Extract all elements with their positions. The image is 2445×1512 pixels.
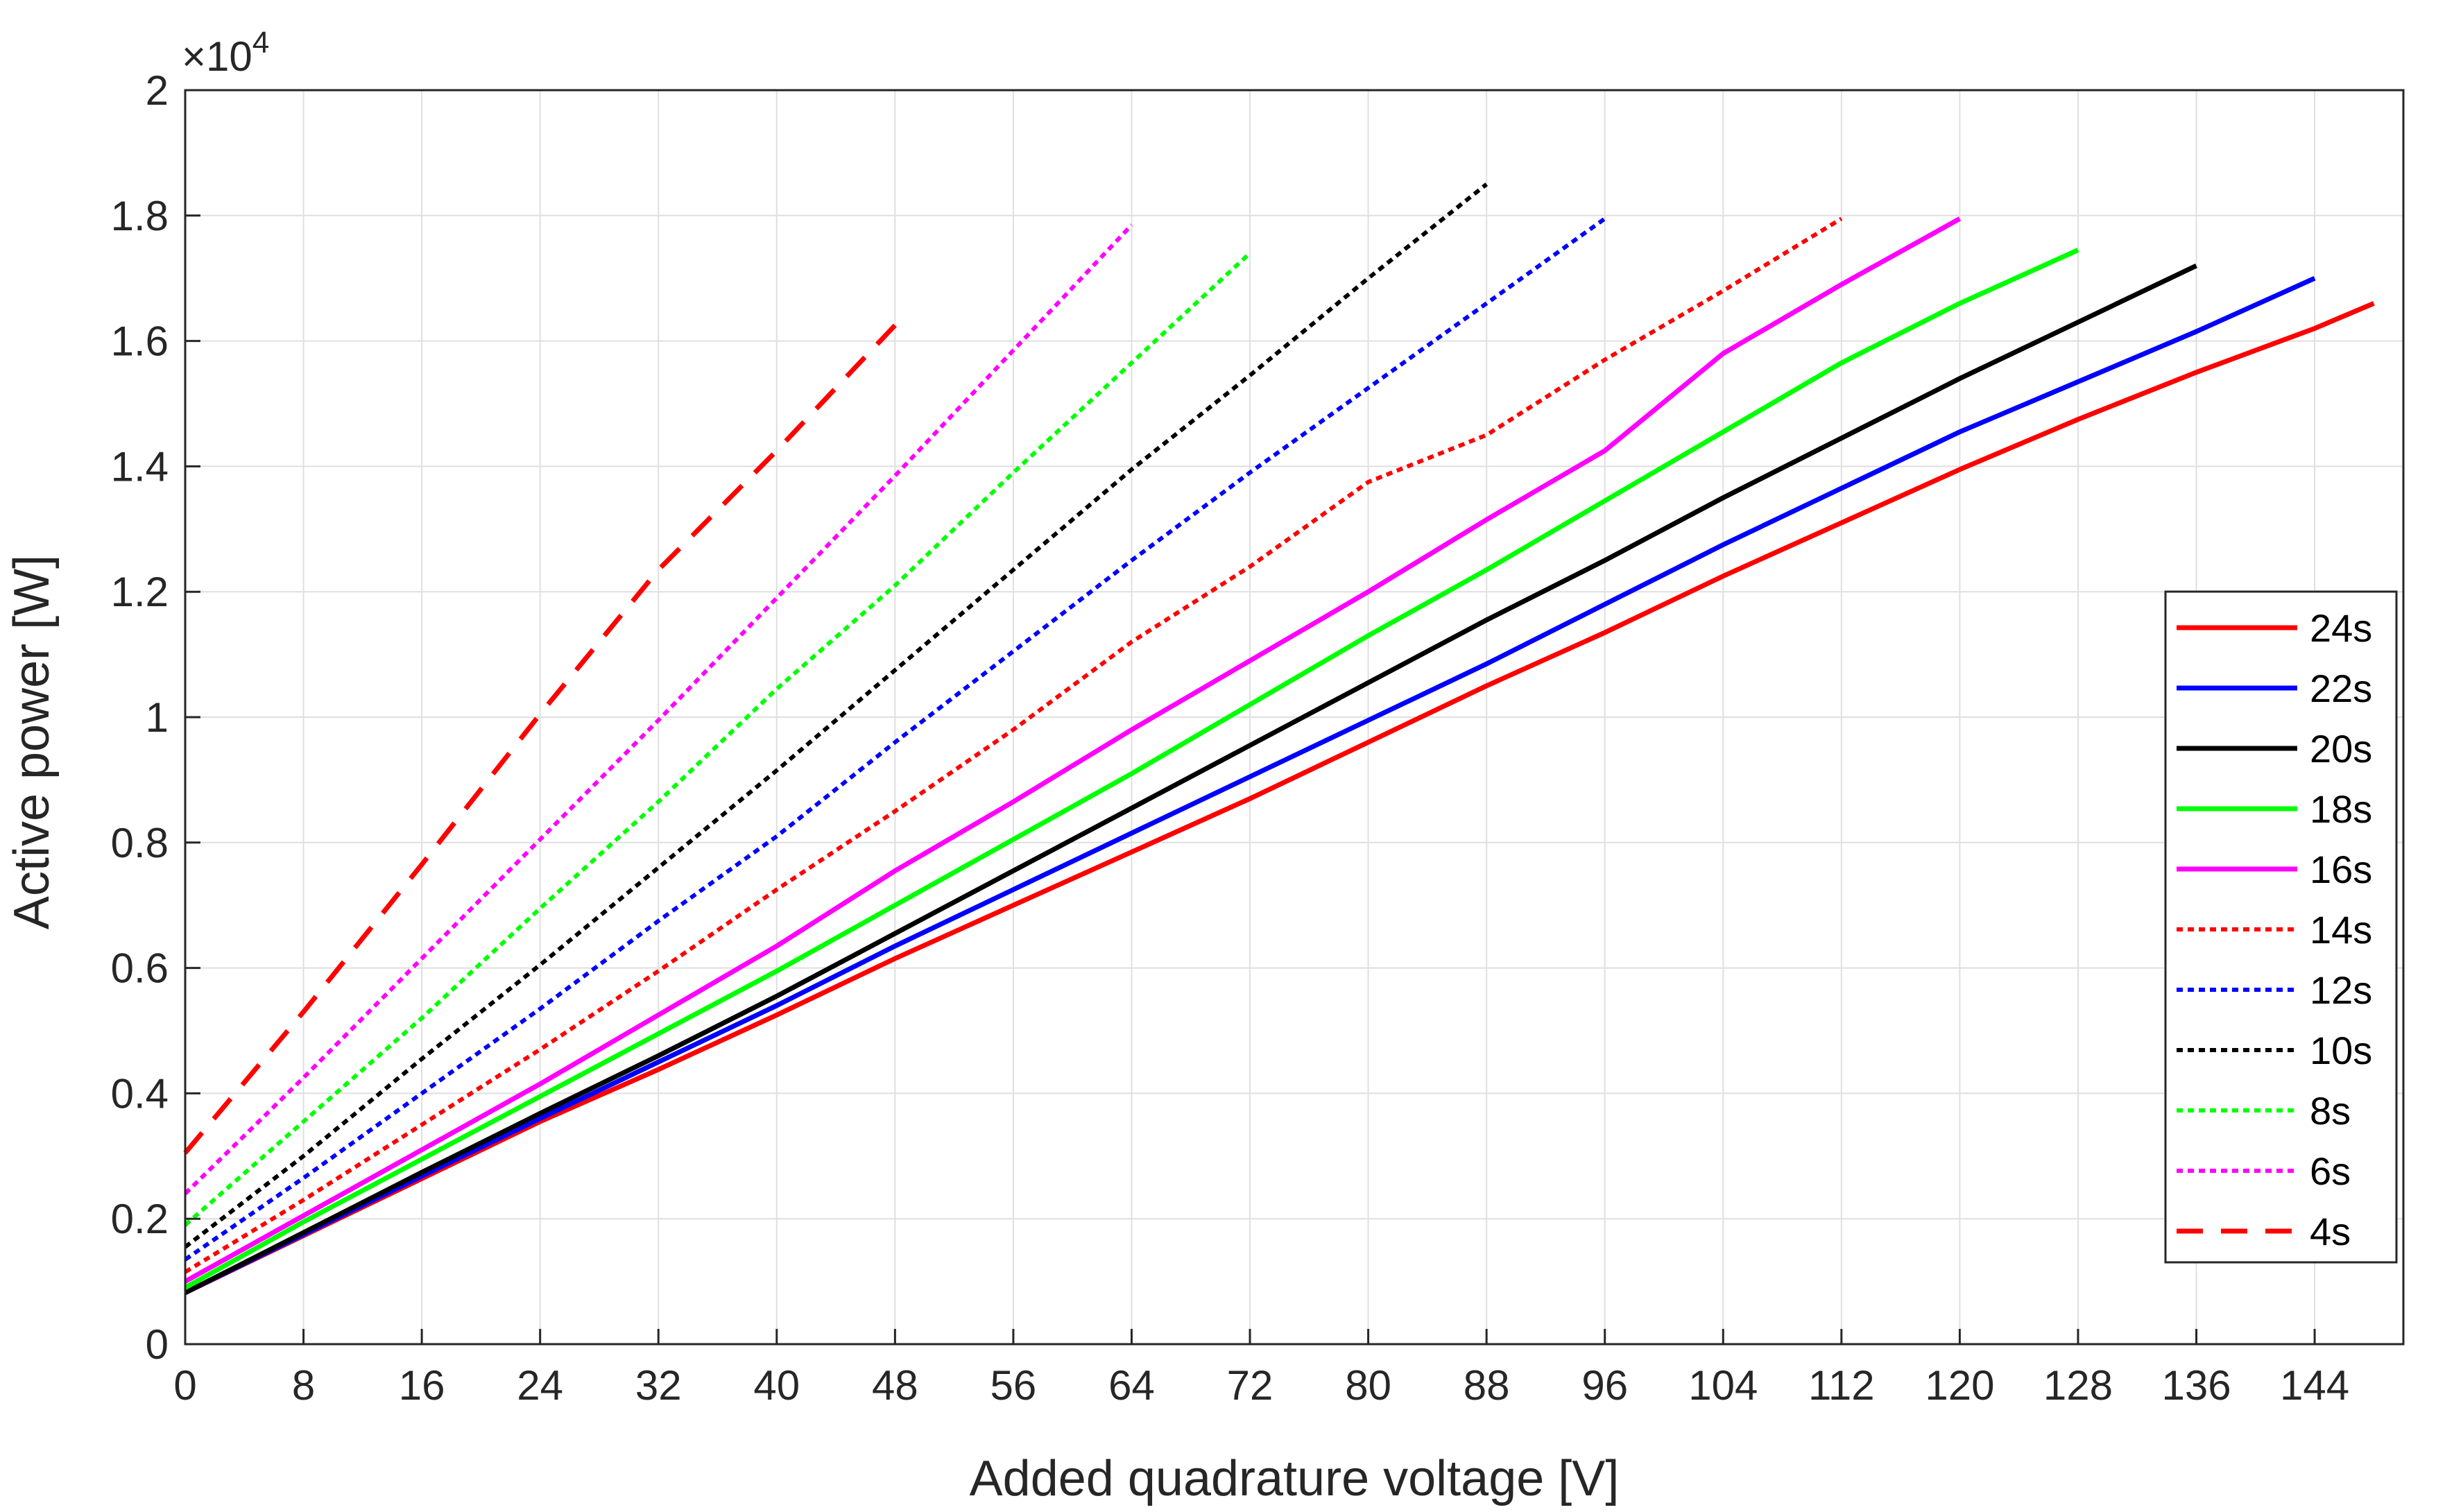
y-tick-label: 1.6 xyxy=(111,318,169,365)
x-tick-label: 80 xyxy=(1345,1362,1391,1409)
x-tick-label: 16 xyxy=(399,1362,445,1409)
series-line-6s xyxy=(183,223,1133,1196)
series-line-14s xyxy=(184,216,1843,1274)
x-tick-label: 72 xyxy=(1227,1362,1273,1409)
legend-label: 22s xyxy=(2310,667,2372,710)
legend-label: 12s xyxy=(2310,968,2372,1012)
series-line-10s xyxy=(184,182,1489,1249)
legend-box xyxy=(2164,590,2398,1264)
y-tick-label: 1.2 xyxy=(111,569,169,615)
legend-label: 24s xyxy=(2310,606,2372,650)
x-tick-label: 40 xyxy=(753,1362,800,1409)
series-line-8s xyxy=(184,251,1252,1227)
series-line-12s xyxy=(184,216,1606,1262)
x-tick-label: 136 xyxy=(2161,1362,2231,1409)
y-tick-label: 0 xyxy=(146,1321,169,1368)
y-tick-label: 1.4 xyxy=(111,443,169,490)
series-line-20s xyxy=(184,263,2198,1296)
series-lines xyxy=(183,182,2375,1296)
x-tick-label: 104 xyxy=(1688,1362,1758,1409)
y-axis-title: Active power [W] xyxy=(4,555,60,929)
series-line-18s xyxy=(184,248,2079,1290)
y-tick-label: 0.2 xyxy=(111,1196,169,1242)
legend-label: 18s xyxy=(2310,787,2372,831)
x-tick-label: 0 xyxy=(173,1362,196,1409)
x-tick-label: 112 xyxy=(1808,1362,1875,1409)
y-exponent-label: ×10 xyxy=(182,33,252,80)
x-tick-label: 144 xyxy=(2280,1362,2349,1409)
x-tick-label: 120 xyxy=(1925,1362,1994,1409)
y-tick-label: 0.6 xyxy=(111,945,169,992)
x-tick-label: 24 xyxy=(517,1362,563,1409)
y-tick-label: 1 xyxy=(146,694,169,741)
legend-label: 10s xyxy=(2310,1029,2372,1072)
series-line-4s xyxy=(183,323,897,1155)
x-tick-label: 64 xyxy=(1108,1362,1155,1409)
y-tick-label: 2 xyxy=(146,67,169,114)
x-tick-label: 56 xyxy=(990,1362,1037,1409)
legend-label: 8s xyxy=(2310,1089,2351,1133)
series-line-22s xyxy=(184,276,2316,1296)
y-tick-label: 1.8 xyxy=(111,193,169,239)
legend-label: 6s xyxy=(2310,1149,2351,1193)
x-tick-label: 96 xyxy=(1581,1362,1628,1409)
y-exponent-power: 4 xyxy=(252,26,269,60)
x-tick-label: 88 xyxy=(1464,1362,1510,1409)
y-tick-label: 0.8 xyxy=(111,820,169,866)
ticks: 0 8 16 24 32 40 48 56 64 72 80 88 96 104 112 120 128 136 1… xyxy=(111,67,2350,1409)
x-tick-label: 48 xyxy=(872,1362,918,1409)
legend-label: 16s xyxy=(2310,848,2372,891)
legend-label: 14s xyxy=(2310,908,2372,952)
series-line-24s xyxy=(184,301,2375,1296)
x-tick-label: 8 xyxy=(292,1362,315,1409)
legend: 24s 22s 20s 18s 16s 14s 12s 10s 8s 6s 4s xyxy=(2164,590,2398,1264)
x-tick-label: 32 xyxy=(635,1362,682,1409)
y-tick-label: 0.4 xyxy=(111,1070,169,1117)
legend-label: 20s xyxy=(2310,727,2372,771)
x-tick-label: 128 xyxy=(2043,1362,2113,1409)
series-line-16s xyxy=(184,216,1962,1284)
y-exponent: ×104 xyxy=(182,26,269,80)
svg-text:×104: ×104 xyxy=(182,26,269,80)
legend-label: 4s xyxy=(2310,1210,2351,1253)
x-axis-title: Added quadrature voltage [V] xyxy=(970,1451,1620,1506)
